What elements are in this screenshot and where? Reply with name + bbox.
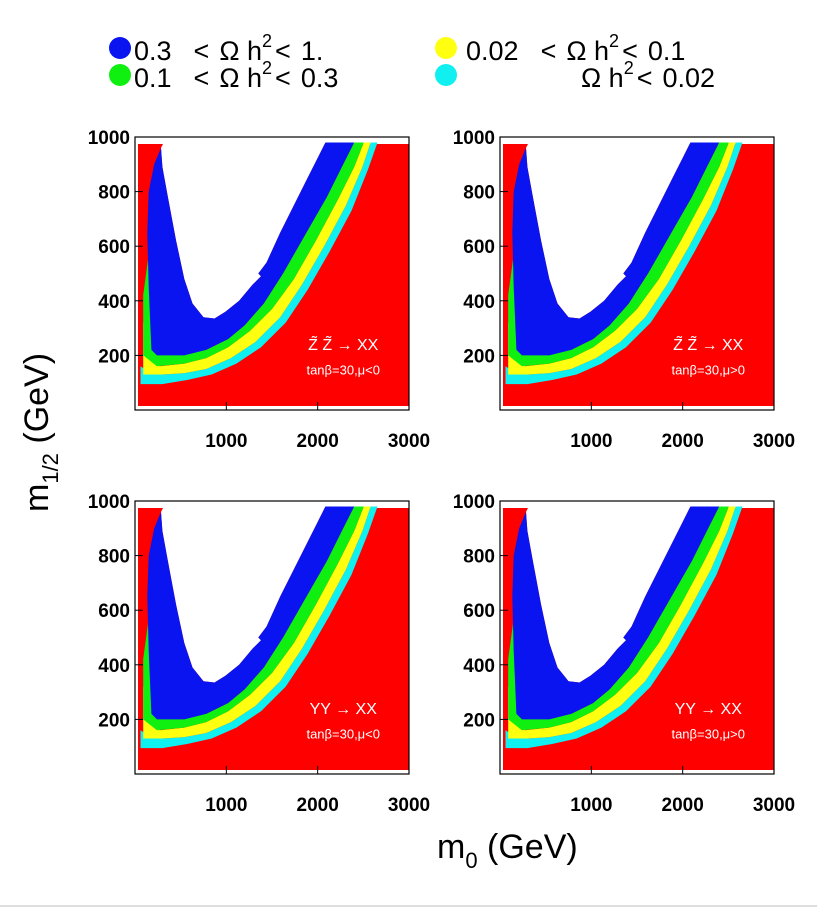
y-tick-label: 800: [463, 183, 495, 204]
panel-top-right: 200 400 600 800 1000 1000 2000 3000 Z̃ Z̃ → XX ta…: [453, 128, 795, 452]
band-0-02-0-1: [508, 506, 736, 739]
y-tick-label: 800: [98, 183, 130, 204]
panel-top-left: 200 400 600 800 1000 1000 2000 3000 Z̃ Z̃ → XX ta…: [88, 128, 430, 452]
annotation-process: YY → XX: [675, 701, 743, 718]
annotation-params: tanβ=30,μ>0: [671, 363, 745, 378]
band-0-02-0-1: [508, 142, 736, 375]
y-tick-label: 400: [463, 656, 495, 677]
x-tick-label: 3000: [753, 795, 795, 816]
legend: 0.3 < Ω h2 <1. 0.02 < Ω h2 <0.1 0.1 < Ω h2 <0.3 Ω h2…: [109, 31, 715, 93]
y-tick-label: 600: [98, 237, 130, 258]
x-tick-label: 2000: [297, 431, 339, 452]
band-0-02-0-1: [143, 142, 371, 375]
annotation-process: Z̃ Z̃ → XX: [673, 334, 744, 354]
x-tick-label: 1000: [205, 795, 247, 816]
y-tick-label: 1000: [453, 492, 495, 513]
region-allowed: [161, 142, 326, 319]
y-tick-label: 600: [463, 601, 495, 622]
y-tick-label: 200: [463, 710, 495, 731]
y-tick-label: 800: [463, 547, 495, 568]
legend-label: 0.02 < Ω h2 <0.1: [466, 31, 685, 66]
band-0-02-0-1: [143, 506, 371, 739]
panel-frame: [499, 136, 775, 411]
x-tick-label: 1000: [205, 431, 247, 452]
y-tick-label: 400: [98, 656, 130, 677]
legend-item: Ω h2 <0.02: [435, 58, 715, 93]
region-allowed: [161, 506, 326, 683]
legend-item: 0.02 < Ω h2 <0.1: [435, 31, 685, 66]
y-tick-label: 200: [463, 346, 495, 367]
legend-item: 0.3 < Ω h2 <1.: [109, 31, 323, 66]
x-tick-label: 2000: [662, 431, 704, 452]
y-tick-label: 1000: [88, 128, 130, 149]
y-tick-label: 400: [98, 292, 130, 313]
annotation-params: tanβ=30,μ<0: [306, 363, 380, 378]
legend-item: 0.1 < Ω h2 <0.3: [109, 58, 338, 93]
legend-swatch: [435, 64, 457, 86]
y-tick-label: 400: [463, 292, 495, 313]
y-tick-label: 1000: [453, 128, 495, 149]
band-0-3-1: [512, 142, 720, 356]
panel-frame: [499, 500, 775, 775]
legend-label: 0.1 < Ω h2 <0.3: [134, 58, 338, 93]
annotation-process: Z̃ Z̃ → XX: [308, 334, 379, 354]
y-tick-label: 800: [98, 547, 130, 568]
legend-swatch: [109, 37, 131, 59]
legend-label: 0.3 < Ω h2 <1.: [134, 31, 323, 66]
y-tick-label: 600: [463, 237, 495, 258]
y-axis-title: m1/2 (GeV): [18, 353, 63, 512]
y-tick-label: 200: [98, 346, 130, 367]
band-0-3-1: [147, 142, 355, 356]
panel-frame: [134, 500, 410, 775]
annotation-params: tanβ=30,μ<0: [306, 727, 380, 742]
band-0-3-1: [147, 506, 355, 720]
y-tick-label: 1000: [88, 492, 130, 513]
legend-swatch: [109, 64, 131, 86]
x-tick-label: 3000: [753, 431, 795, 452]
x-tick-label: 3000: [388, 431, 430, 452]
panel-bottom-right: 200 400 600 800 1000 1000 2000 3000 YY → XX tanβ=…: [453, 492, 795, 816]
region-allowed: [526, 142, 691, 319]
legend-swatch: [435, 37, 457, 59]
legend-label: Ω h2 <0.02: [581, 58, 715, 93]
x-tick-label: 2000: [297, 795, 339, 816]
panel-frame: [134, 136, 410, 411]
x-tick-label: 1000: [570, 431, 612, 452]
band-0-3-1: [512, 506, 720, 720]
annotation-params: tanβ=30,μ>0: [671, 727, 745, 742]
x-axis-title: m0 (GeV): [437, 828, 578, 873]
x-tick-label: 3000: [388, 795, 430, 816]
x-tick-label: 1000: [570, 795, 612, 816]
x-tick-label: 2000: [662, 795, 704, 816]
panel-bottom-left: 200 400 600 800 1000 1000 2000 3000 YY → XX tanβ=…: [88, 492, 430, 816]
region-allowed: [526, 506, 691, 683]
y-tick-label: 200: [98, 710, 130, 731]
y-tick-label: 600: [98, 601, 130, 622]
annotation-process: YY → XX: [310, 701, 378, 718]
